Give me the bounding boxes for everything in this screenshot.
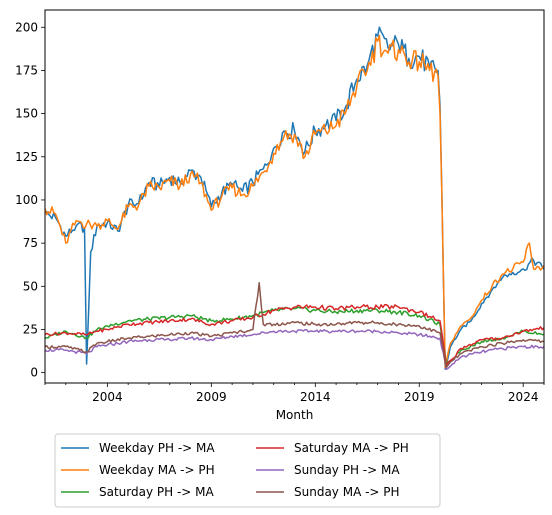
legend-label: Sunday MA -> PH bbox=[294, 485, 400, 499]
x-tick-label: 2019 bbox=[404, 390, 435, 404]
y-tick-label: 75 bbox=[23, 236, 38, 250]
y-tick-label: 125 bbox=[15, 150, 38, 164]
legend-label: Weekday PH -> MA bbox=[99, 441, 215, 455]
series-line-5 bbox=[44, 328, 545, 370]
legend: Weekday PH -> MA Weekday MA -> PH Saturday… bbox=[54, 433, 441, 508]
x-tick-label: 2009 bbox=[196, 390, 227, 404]
y-tick-label: 175 bbox=[15, 63, 38, 77]
legend-item-6: Sunday MA -> PH bbox=[256, 485, 400, 499]
series-line-4 bbox=[44, 303, 545, 367]
x-tick-label: 2004 bbox=[92, 390, 123, 404]
x-axis-label: Month bbox=[276, 408, 314, 422]
legend-item-3: Saturday PH -> MA bbox=[61, 485, 215, 499]
legend-item-5: Sunday PH -> MA bbox=[256, 463, 400, 477]
legend-label: Weekday MA -> PH bbox=[99, 463, 215, 477]
y-axis-ticks: 0 25 50 75 100 125 150 175 200 bbox=[15, 20, 45, 380]
y-tick-label: 25 bbox=[23, 322, 38, 336]
series-line-2 bbox=[44, 34, 545, 369]
y-tick-label: 150 bbox=[15, 107, 38, 121]
y-tick-label: 100 bbox=[15, 193, 38, 207]
legend-box bbox=[54, 433, 441, 508]
legend-label: Sunday PH -> MA bbox=[294, 463, 400, 477]
legend-item-4: Saturday MA -> PH bbox=[256, 441, 409, 455]
series-line-6 bbox=[44, 282, 545, 369]
legend-items: Weekday PH -> MA Weekday MA -> PH Saturday… bbox=[61, 441, 409, 499]
legend-item-2: Weekday MA -> PH bbox=[61, 463, 215, 477]
y-tick-label: 200 bbox=[15, 20, 38, 34]
series-layer bbox=[44, 26, 545, 370]
legend-label: Saturday MA -> PH bbox=[294, 441, 409, 455]
x-axis-ticks: 2004 2009 2014 2019 2024 bbox=[44, 383, 545, 404]
series-line-3 bbox=[44, 306, 544, 365]
series-line-1 bbox=[44, 26, 545, 370]
legend-label: Saturday PH -> MA bbox=[99, 485, 215, 499]
y-tick-label: 0 bbox=[30, 366, 38, 380]
y-tick-label: 50 bbox=[23, 279, 38, 293]
x-tick-label: 2024 bbox=[508, 390, 539, 404]
legend-item-1: Weekday PH -> MA bbox=[61, 441, 215, 455]
x-tick-label: 2014 bbox=[300, 390, 331, 404]
